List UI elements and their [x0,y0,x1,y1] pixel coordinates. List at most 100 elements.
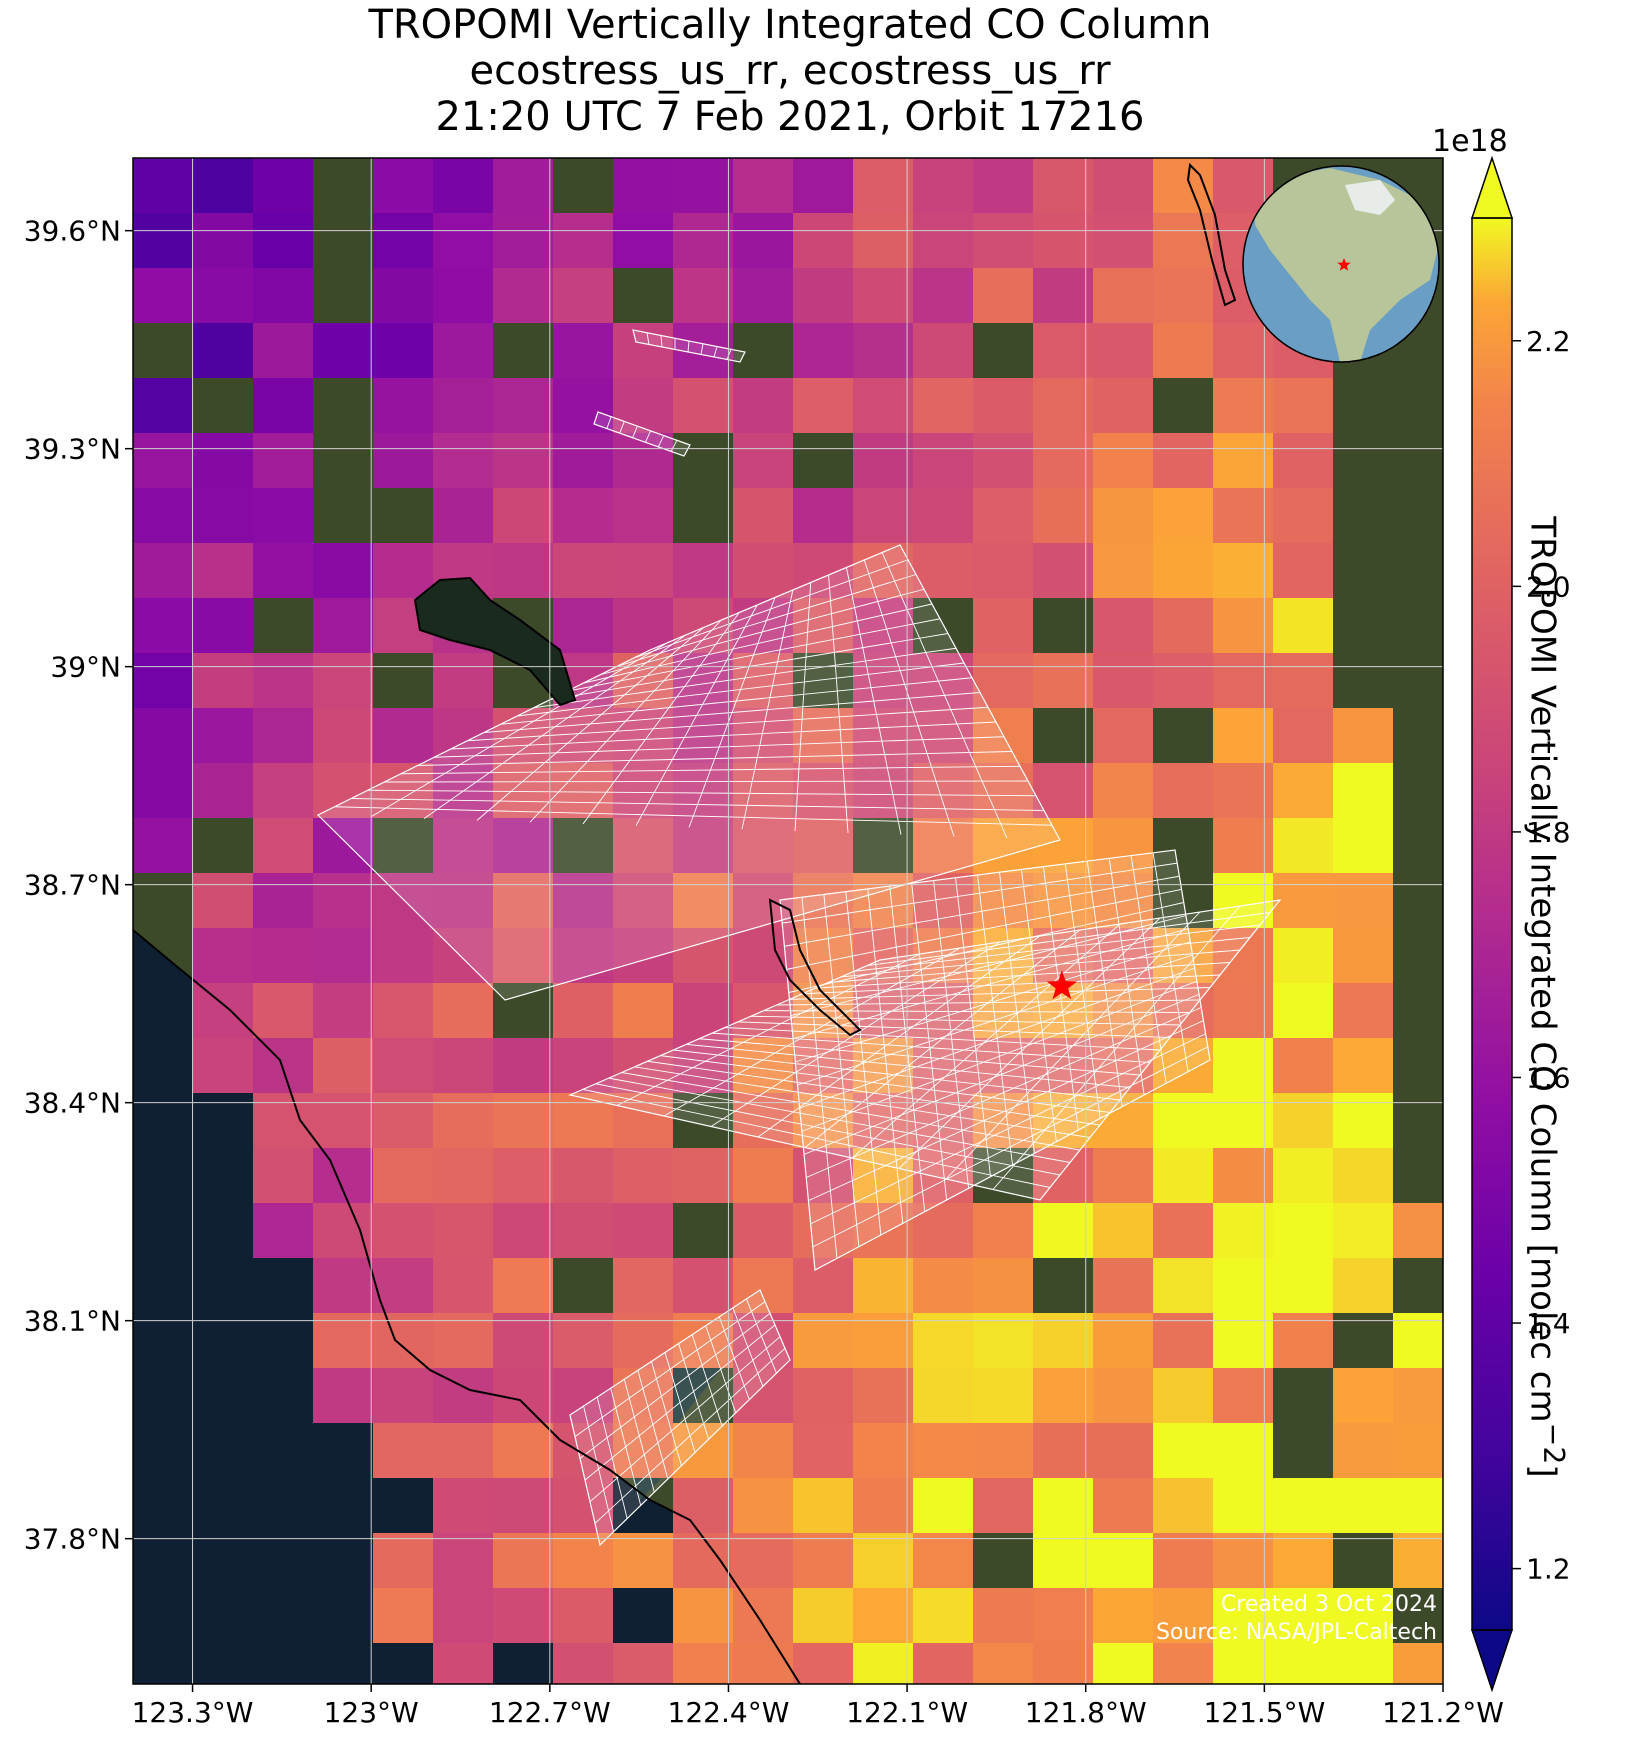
co-cell [673,1423,733,1478]
co-cell [1333,1643,1393,1684]
co-cell [553,378,613,433]
co-cell [1273,1478,1333,1533]
co-cell [733,1258,793,1313]
co-cell [433,488,493,543]
co-cell [973,1313,1033,1368]
co-cell [1093,1258,1153,1313]
co-cell [1393,1368,1443,1423]
co-cell [433,1533,493,1588]
co-cell [913,818,973,873]
co-cell [793,378,853,433]
co-cell [853,323,913,378]
co-cell [1213,323,1273,378]
co-cell [1093,1368,1153,1423]
co-cell [793,708,853,763]
co-cell [1153,1313,1213,1368]
co-cell [193,873,253,928]
lat-tick-label: 38.4°N [24,1087,121,1120]
co-cell [1213,928,1273,983]
co-cell [253,158,313,213]
colorbar-ticks: 1.2 1.4 1.6 1.8 2.0 2.2 [1512,325,1571,1586]
co-cell [373,1313,433,1368]
co-cell [613,1038,673,1093]
co-cell [733,1643,793,1684]
co-cell [193,433,253,488]
co-cell [493,1368,553,1423]
co-cell [733,433,793,488]
co-cell [673,873,733,928]
co-cell [613,488,673,543]
co-cell [613,928,673,983]
globe-arctic-ice [1345,180,1395,215]
co-cell [373,708,433,763]
co-cell [733,1588,793,1643]
co-cell [253,873,313,928]
co-cell [433,433,493,488]
co-cell [733,378,793,433]
co-cell [433,1148,493,1203]
co-cell [1213,598,1273,653]
co-cell [373,158,433,213]
co-cell [1333,983,1393,1038]
co-cell [673,213,733,268]
footprint-line [579,1312,771,1459]
co-cell [733,488,793,543]
co-cell [1393,1533,1443,1588]
co-cell [853,213,913,268]
co-cell [1093,1313,1153,1368]
map-frame [132,157,1444,1685]
co-cell [253,268,313,323]
co-cell [673,158,733,213]
globe-location-marker-icon [1337,258,1351,271]
co-cell [1033,653,1093,708]
co-cell [1033,268,1093,323]
co-cell [253,818,313,873]
co-cell [913,213,973,268]
co-cell [313,1368,373,1423]
lon-tick-label: 121.8°W [1025,1696,1147,1729]
site-star-marker-icon [1046,970,1078,1000]
co-cell [673,818,733,873]
co-cell [493,1478,553,1533]
footprint-line [574,1301,766,1438]
co-cell [1033,213,1093,268]
co-cell [913,1423,973,1478]
co-cell [853,1643,913,1684]
co-cell [673,268,733,323]
co-cell [493,1093,553,1148]
co-cell [1273,1313,1333,1368]
co-cell [613,1643,673,1684]
footprint-line [688,597,776,828]
co-cell [913,323,973,378]
footprint-line [795,941,1191,1063]
co-cell [1153,268,1213,323]
co-cell [1153,653,1213,708]
co-cell [433,268,493,323]
co-cell [1213,1313,1273,1368]
co-cell [1153,323,1213,378]
co-cell [673,598,733,653]
co-cell [1153,1093,1213,1148]
footprint-line [782,862,1178,924]
co-cell [133,213,193,268]
globe-inset [1242,165,1440,363]
co-cell [253,543,313,598]
co-cell [1153,1588,1213,1643]
co-cell [313,1038,373,1093]
co-cell [613,1313,673,1368]
co-cell [133,818,193,873]
co-cell [253,653,313,708]
co-cell [433,1423,493,1478]
co-cell [913,1588,973,1643]
co-cell [673,1643,733,1684]
co-cell [313,1148,373,1203]
co-cell [1093,268,1153,323]
co-cell [313,543,373,598]
footprint-line [710,941,1001,1127]
co-cell [133,268,193,323]
co-cell [253,1148,313,1203]
lon-tick-label: 122.4°W [668,1696,790,1729]
colorbar-frame [1471,217,1513,1631]
co-cell [733,1368,793,1423]
footprint-line [700,343,704,355]
